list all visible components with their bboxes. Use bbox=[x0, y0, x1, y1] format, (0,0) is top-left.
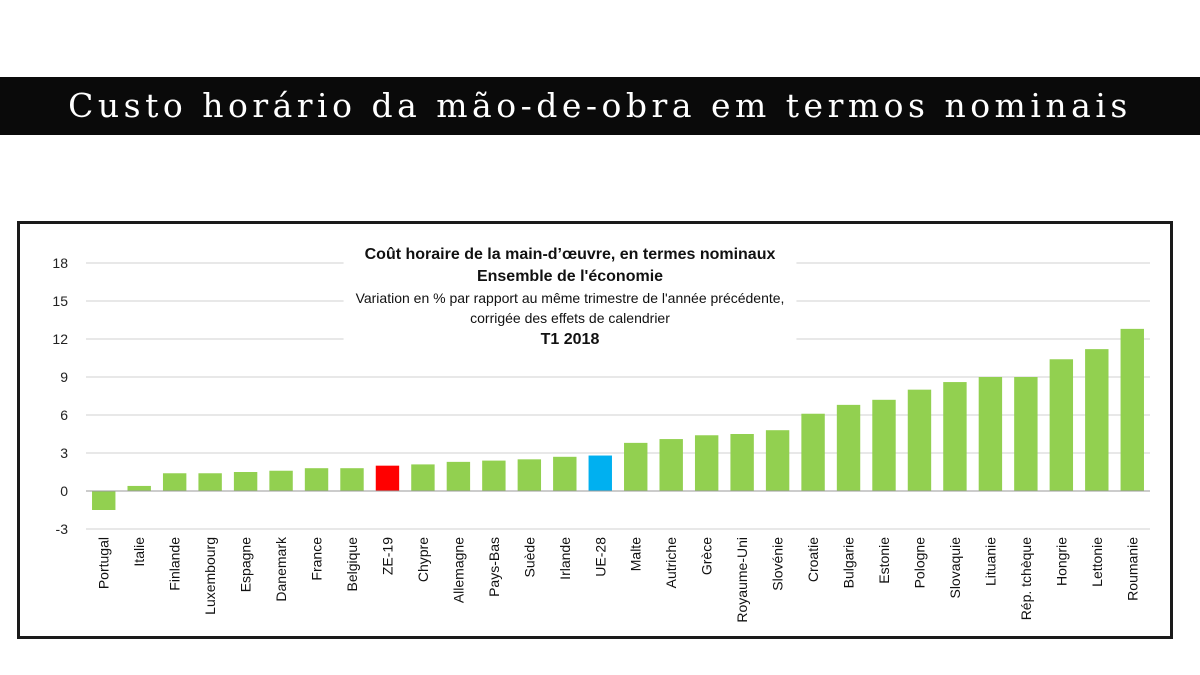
chart-subtitle-2: Variation en % par rapport au même trime… bbox=[356, 290, 785, 306]
y-tick-label: 9 bbox=[60, 369, 68, 385]
bar bbox=[1085, 349, 1109, 491]
bar bbox=[872, 399, 896, 491]
bar bbox=[162, 473, 187, 491]
x-tick-label: Finlande bbox=[167, 537, 183, 591]
bar bbox=[517, 459, 542, 491]
bar bbox=[1049, 359, 1074, 491]
x-tick-label: Rép. tchèque bbox=[1018, 537, 1034, 620]
x-tick-label: Allemagne bbox=[450, 537, 466, 603]
bar bbox=[411, 464, 435, 491]
bar bbox=[801, 413, 825, 491]
bar bbox=[1120, 328, 1144, 491]
x-tick-label: Roumanie bbox=[1124, 537, 1140, 601]
y-tick-label: 18 bbox=[52, 255, 68, 271]
x-tick-label: Italie bbox=[131, 537, 147, 567]
banner-title: Custo horário da mão-de-obra em termos n… bbox=[68, 85, 1132, 125]
x-tick-label: Danemark bbox=[273, 536, 289, 602]
x-tick-label: Lettonie bbox=[1089, 537, 1105, 587]
x-tick-label: UE-28 bbox=[592, 537, 608, 577]
bar bbox=[304, 468, 329, 491]
bar bbox=[198, 473, 222, 491]
bars bbox=[86, 328, 1150, 510]
x-tick-label: Croatie bbox=[805, 537, 821, 582]
bar bbox=[446, 461, 471, 491]
y-tick-label: 12 bbox=[52, 331, 68, 347]
y-tick-label: 0 bbox=[60, 483, 68, 499]
bar bbox=[127, 485, 151, 491]
x-tick-label: France bbox=[309, 537, 325, 581]
bar bbox=[978, 377, 1003, 491]
x-tick-label: ZE-19 bbox=[379, 537, 395, 575]
x-axis-labels: Portugal Italie Finlande Luxembourg Espagne D… bbox=[96, 536, 1141, 623]
x-tick-label: Pologne bbox=[911, 537, 927, 589]
chart-subtitle-4: T1 2018 bbox=[541, 331, 600, 348]
bar bbox=[624, 442, 648, 491]
chart-frame: 18 15 12 9 6 3 0 -3 Portugal Italie Finlande Luxem… bbox=[17, 221, 1173, 639]
x-tick-label: Slovaquie bbox=[947, 537, 963, 599]
x-tick-label: Belgique bbox=[344, 537, 360, 592]
x-tick-label: Estonie bbox=[876, 537, 892, 584]
x-tick-label: Espagne bbox=[238, 537, 254, 592]
x-tick-label: Pays-Bas bbox=[486, 537, 502, 597]
chart-title-block: Coût horaire de la main-d’œuvre, en term… bbox=[343, 242, 797, 352]
y-tick-label: 6 bbox=[60, 407, 68, 423]
chart-subtitle-3: corrigée des effets de calendrier bbox=[470, 310, 670, 326]
bar bbox=[375, 465, 400, 491]
title-background bbox=[343, 242, 797, 352]
bar bbox=[943, 382, 967, 491]
x-tick-label: Chypre bbox=[415, 537, 431, 582]
x-tick-label: Lituanie bbox=[982, 537, 998, 586]
page-banner: Custo horário da mão-de-obra em termos n… bbox=[0, 77, 1200, 135]
x-tick-label: Luxembourg bbox=[202, 537, 218, 615]
bar bbox=[694, 435, 719, 491]
y-tick-label: 15 bbox=[52, 293, 68, 309]
bar bbox=[233, 472, 258, 491]
bar bbox=[836, 404, 861, 491]
bar bbox=[730, 434, 754, 491]
x-tick-label: Portugal bbox=[96, 537, 112, 589]
bar bbox=[588, 455, 612, 491]
bar bbox=[482, 460, 506, 491]
y-tick-label: -3 bbox=[56, 521, 69, 537]
x-tick-label: Royaume-Uni bbox=[734, 537, 750, 623]
x-tick-label: Suède bbox=[521, 537, 537, 578]
x-tick-label: Hongrie bbox=[1053, 537, 1069, 586]
chart-subtitle-1: Ensemble de l'économie bbox=[477, 268, 663, 285]
bar bbox=[553, 456, 577, 491]
x-tick-label: Bulgarie bbox=[841, 537, 857, 589]
bar bbox=[765, 430, 790, 491]
y-tick-label: 3 bbox=[60, 445, 68, 461]
bar bbox=[1014, 377, 1038, 491]
x-tick-label: Grèce bbox=[699, 537, 715, 575]
x-tick-label: Irlande bbox=[557, 537, 573, 580]
y-axis-ticks: 18 15 12 9 6 3 0 -3 bbox=[52, 255, 68, 537]
bar bbox=[269, 470, 293, 491]
bar bbox=[340, 468, 364, 491]
chart-title: Coût horaire de la main-d’œuvre, en term… bbox=[365, 246, 776, 263]
bar bbox=[92, 491, 116, 510]
bar-chart: 18 15 12 9 6 3 0 -3 Portugal Italie Finlande Luxem… bbox=[52, 242, 1150, 623]
x-tick-label: Autriche bbox=[663, 537, 679, 589]
bar bbox=[907, 389, 932, 491]
bar bbox=[659, 439, 683, 491]
x-tick-label: Malte bbox=[628, 537, 644, 571]
x-tick-label: Slovénie bbox=[770, 537, 786, 591]
